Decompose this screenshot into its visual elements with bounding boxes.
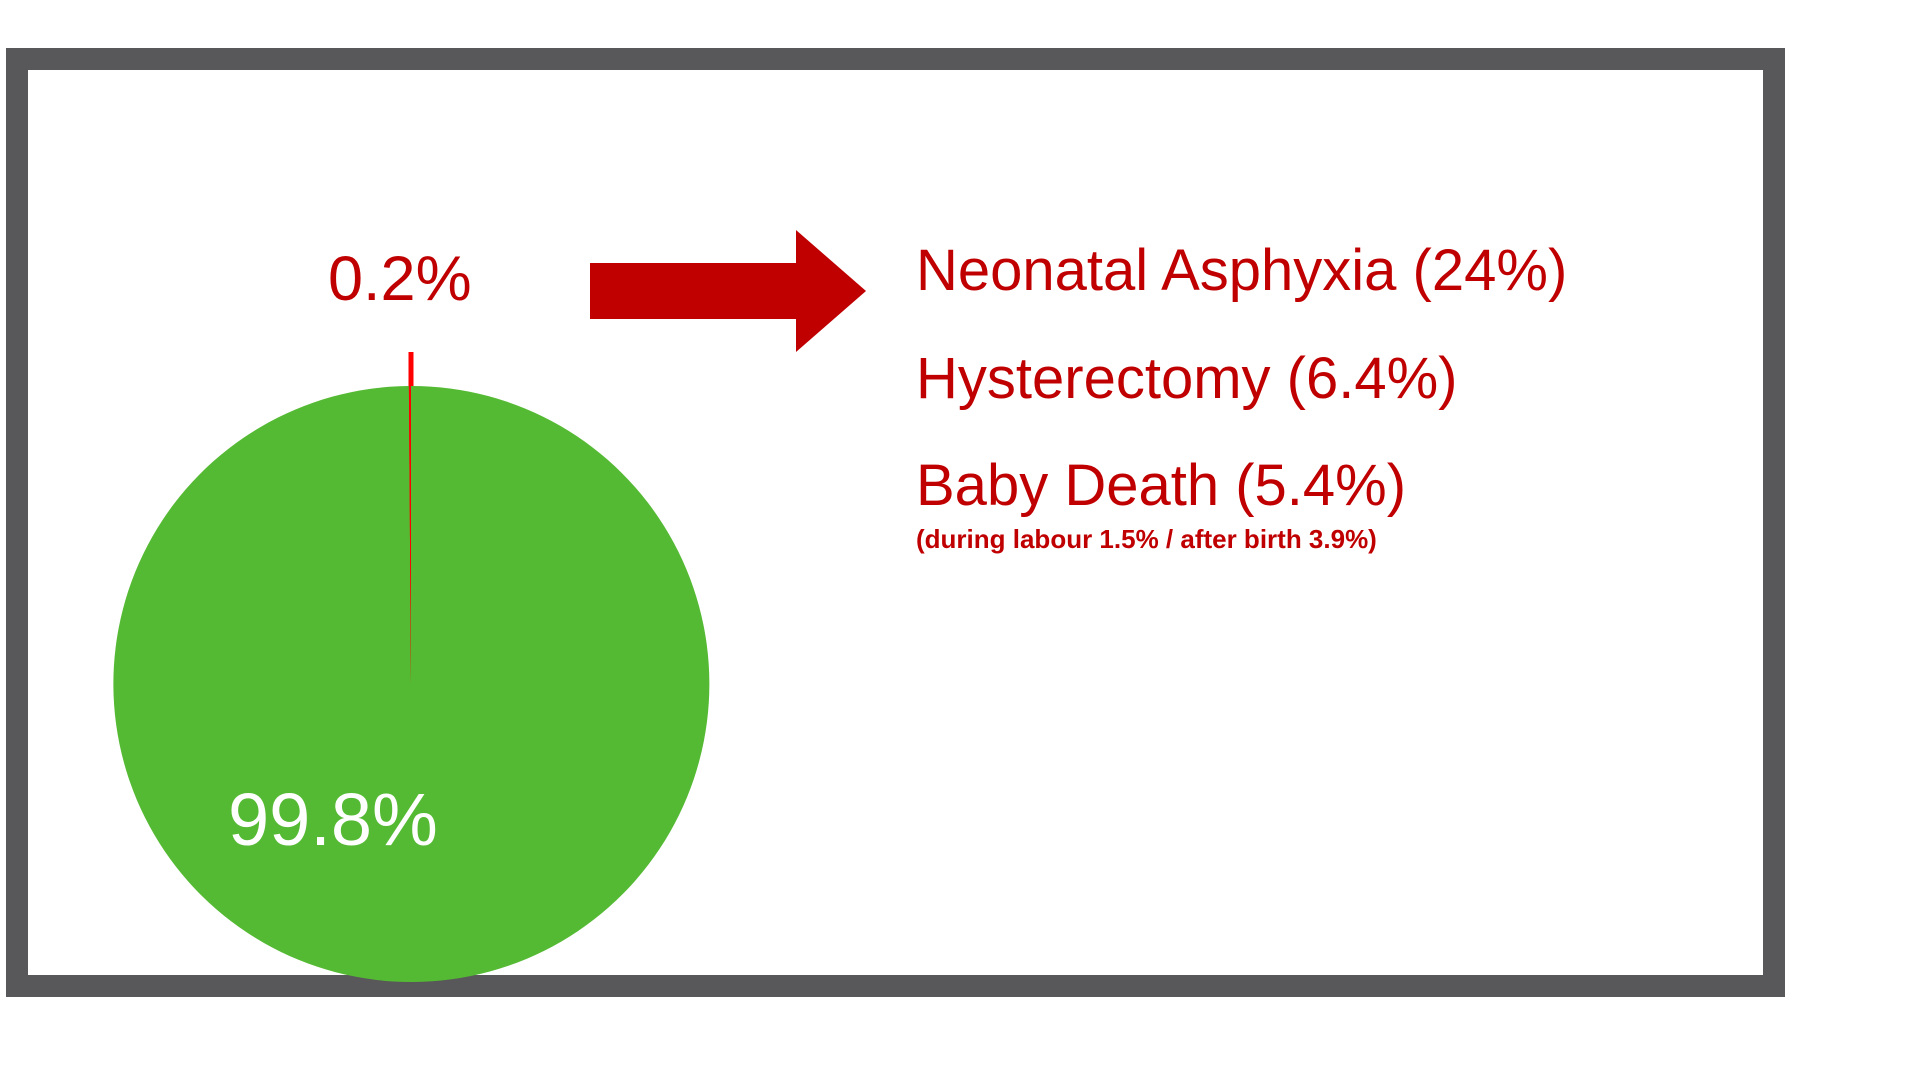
picture-frame: 99.8% 0.2% Neonatal Asphyxia (24%) Hyste… [6,48,1785,997]
outcome-label-hysterectomy: Hysterectomy (6.4%) [916,345,1458,411]
pie-minor-slice-label: 0.2% [328,244,472,314]
pie-slice-major [113,385,710,982]
right-arrow-polygon [590,230,866,352]
outcome-item-hysterectomy: Hysterectomy (6.4%) [916,345,1816,411]
outcome-item-neonatal-asphyxia: Neonatal Asphyxia (24%) [916,238,1816,303]
outcome-label-baby-death: Baby Death (5.4%) [916,453,1407,519]
pie-chart-svg [113,352,710,982]
outcome-item-baby-death: Baby Death (5.4%) (during labour 1.5% / … [916,455,1816,555]
pie-chart [88,330,748,1010]
frame-inner-surface: 99.8% 0.2% Neonatal Asphyxia (24%) Hyste… [28,70,1763,982]
outcome-label-neonatal-asphyxia: Neonatal Asphyxia (24%) [916,238,1568,303]
pie-major-slice-label: 99.8% [228,778,438,861]
pie-slice-minor [408,386,411,684]
outcome-sublabel-baby-death: (during labour 1.5% / after birth 3.9%) [916,523,1377,554]
outcome-list: Neonatal Asphyxia (24%) Hysterectomy (6.… [916,238,1816,555]
right-arrow-shape [590,230,866,352]
right-arrow-icon [590,230,866,352]
